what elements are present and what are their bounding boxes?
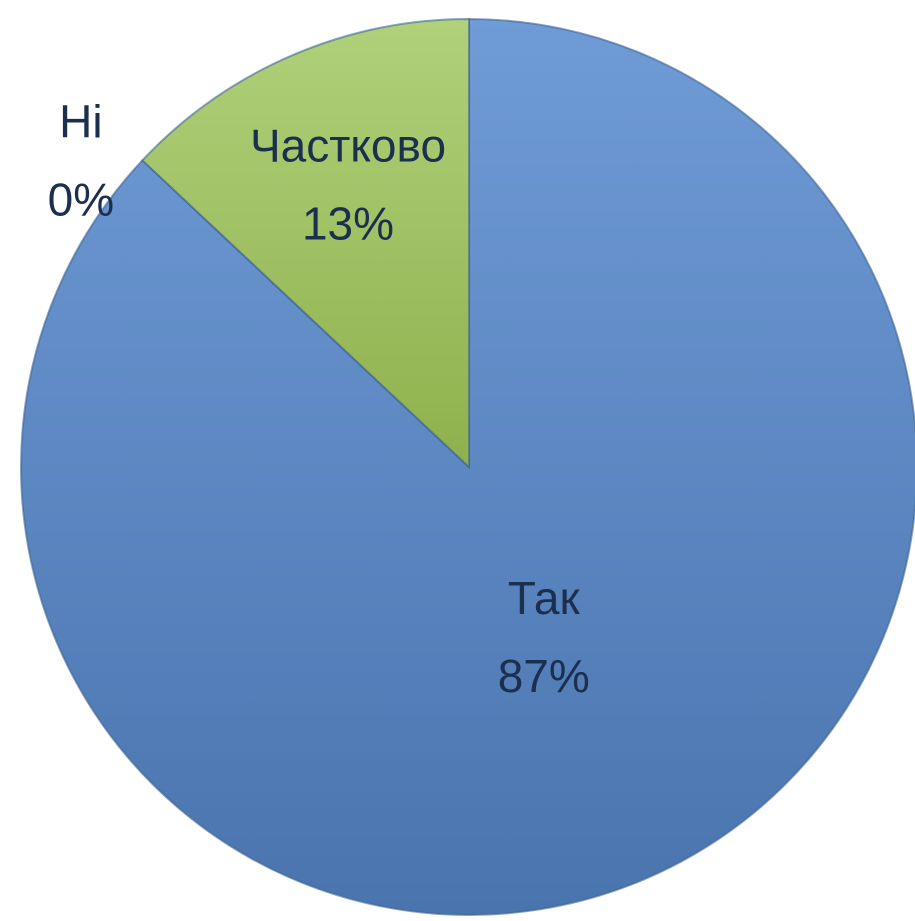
pie-slice	[141, 17, 470, 470]
slice-value-label: 13%	[302, 198, 394, 250]
slice-label: Так	[508, 572, 581, 624]
slice-label: Частково	[250, 120, 446, 172]
slice-value-label: 0%	[48, 173, 114, 225]
slice-value-label: 87%	[498, 650, 590, 702]
slice-label: Ні	[59, 95, 102, 147]
